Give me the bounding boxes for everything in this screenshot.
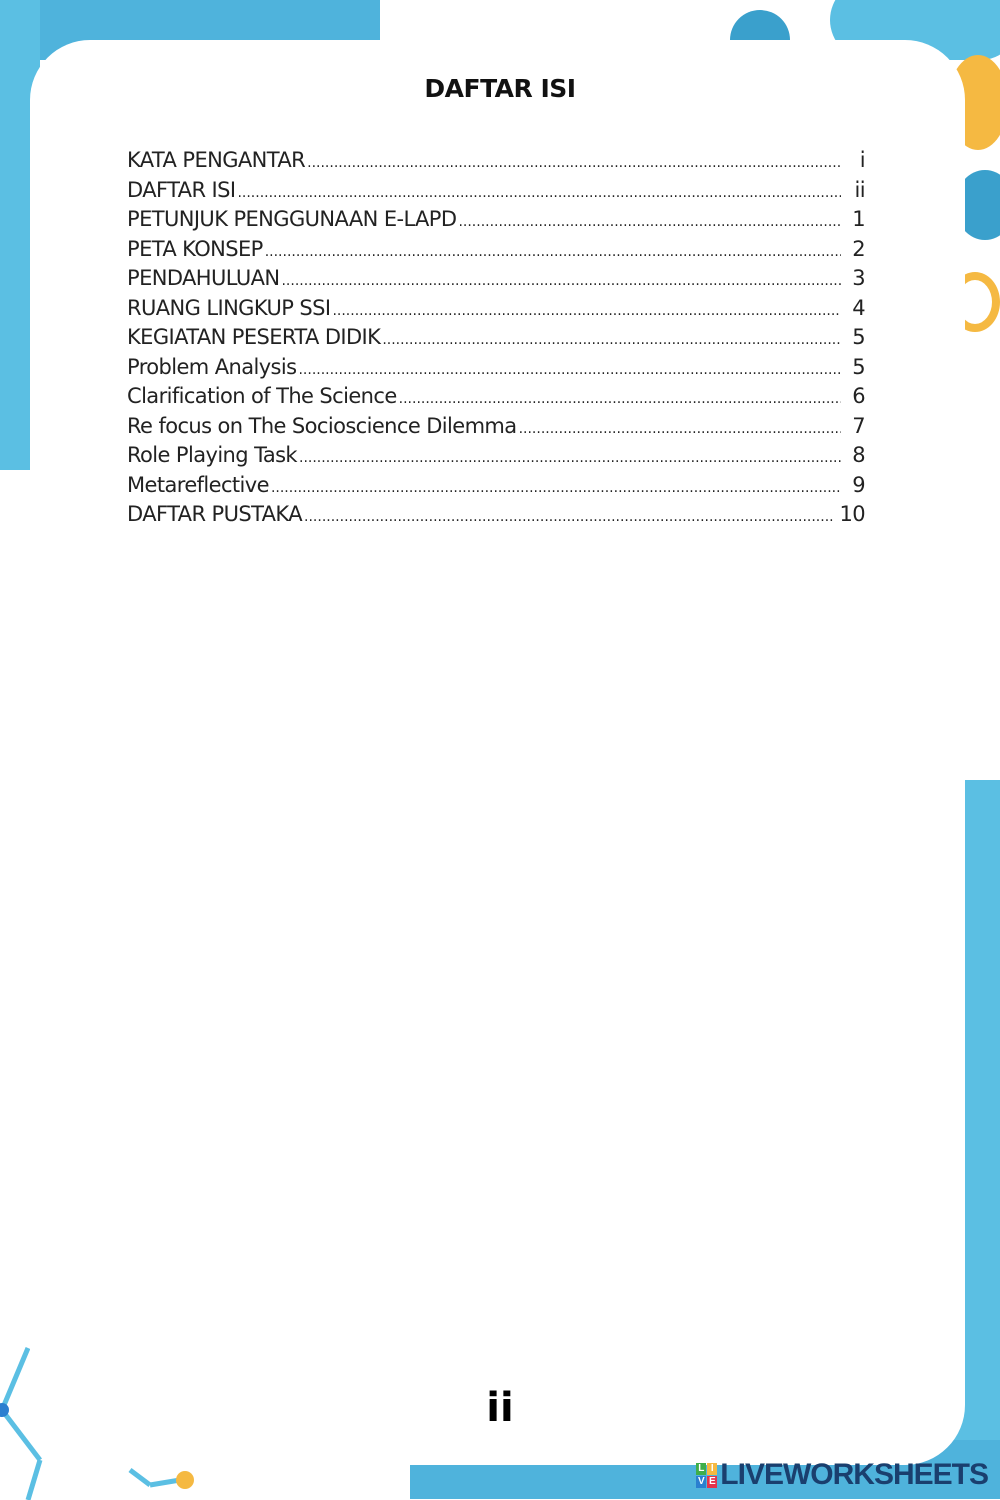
toc-entry[interactable]: Metareflective 9 bbox=[127, 472, 866, 503]
toc-entry-page: 10 bbox=[839, 502, 865, 526]
toc-entry[interactable]: DAFTAR ISI ii bbox=[127, 177, 866, 208]
toc-entry-page: 5 bbox=[852, 325, 865, 349]
toc-entry-label: RUANG LINGKUP SSI bbox=[127, 295, 331, 320]
toc-entry-label: PETUNJUK PENGGUNAAN E-LAPD bbox=[127, 207, 457, 231]
dot-leader bbox=[399, 384, 841, 408]
toc-entry[interactable]: PETA KONSEP 2 bbox=[127, 236, 866, 267]
toc-entry[interactable]: Role Playing Task 8 bbox=[127, 443, 866, 473]
dot-leader bbox=[519, 414, 841, 438]
toc-entry-page: i bbox=[859, 148, 866, 172]
toc-entry[interactable]: PETUNJUK PENGGUNAAN E-LAPD 1 bbox=[127, 207, 866, 237]
toc-entry-label: KATA PENGANTAR bbox=[127, 148, 306, 172]
dot-leader bbox=[304, 502, 835, 526]
toc-entry[interactable]: RUANG LINGKUP SSI 4 bbox=[127, 295, 866, 326]
molecule-decoration bbox=[0, 1347, 194, 1500]
toc-entry-label: Re focus on The Socioscience Dilemma bbox=[127, 413, 517, 438]
toc-entry[interactable]: Problem Analysis 5 bbox=[127, 354, 866, 385]
table-of-contents: KATA PENGANTAR i DAFTAR ISI ii PETUNJUK PENG… bbox=[127, 148, 866, 532]
toc-entry[interactable]: DAFTAR PUSTAKA 10 bbox=[127, 502, 866, 532]
toc-entry-label: PETA KONSEP bbox=[127, 236, 263, 261]
toc-entry-page: 1 bbox=[852, 207, 865, 231]
dot-leader bbox=[382, 325, 841, 349]
logo-text: LIVEWORKSHEETS bbox=[720, 1458, 989, 1491]
toc-entry-page: 7 bbox=[852, 413, 865, 438]
dot-leader bbox=[281, 266, 841, 290]
dot-leader bbox=[298, 355, 841, 379]
dot-leader bbox=[332, 296, 841, 320]
page-title: DAFTAR ISI bbox=[424, 74, 576, 103]
dot-leader bbox=[458, 207, 841, 231]
toc-entry-label: Role Playing Task bbox=[127, 443, 298, 467]
toc-entry-page: 4 bbox=[852, 295, 865, 320]
toc-entry-label: Problem Analysis bbox=[127, 354, 297, 379]
toc-entry[interactable]: KATA PENGANTAR i bbox=[127, 148, 866, 178]
toc-entry-page: 6 bbox=[852, 384, 865, 408]
toc-entry-label: KEGIATAN PESERTA DIDIK bbox=[127, 325, 381, 349]
toc-entry-label: Metareflective bbox=[127, 472, 270, 497]
toc-entry[interactable]: PENDAHULUAN 3 bbox=[127, 266, 866, 296]
toc-entry[interactable]: KEGIATAN PESERTA DIDIK 5 bbox=[127, 325, 866, 355]
toc-entry-label: Clarification of The Science bbox=[127, 384, 397, 408]
toc-entry-page: 2 bbox=[852, 236, 865, 261]
toc-entry-label: DAFTAR ISI bbox=[127, 177, 236, 202]
toc-entry-label: DAFTAR PUSTAKA bbox=[127, 502, 303, 526]
dot-leader bbox=[299, 443, 841, 467]
toc-entry[interactable]: Re focus on The Socioscience Dilemma 7 bbox=[127, 413, 866, 444]
dot-leader bbox=[271, 473, 841, 497]
dot-leader bbox=[265, 237, 841, 261]
dot-leader bbox=[307, 148, 841, 172]
toc-entry-page: ii bbox=[854, 177, 866, 202]
dot-leader bbox=[237, 178, 841, 202]
page-number: ii bbox=[486, 1385, 514, 1431]
toc-entry[interactable]: Clarification of The Science 6 bbox=[127, 384, 866, 414]
toc-entry-label: PENDAHULUAN bbox=[127, 266, 280, 290]
toc-entry-page: 5 bbox=[852, 354, 865, 379]
toc-entry-page: 9 bbox=[852, 472, 865, 497]
toc-entry-page: 8 bbox=[852, 443, 865, 467]
toc-entry-page: 3 bbox=[852, 266, 865, 290]
